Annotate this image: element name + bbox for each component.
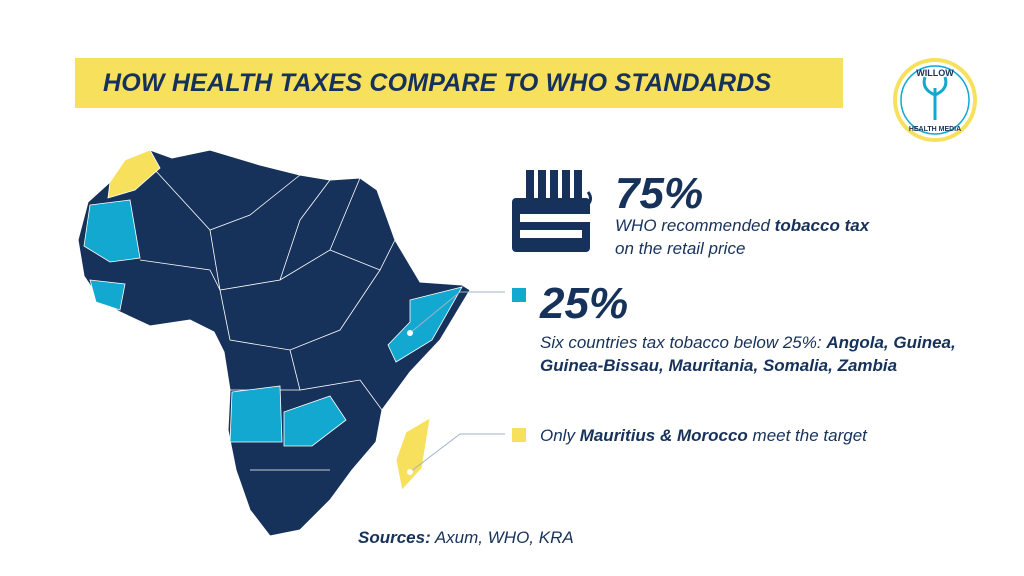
sources: Sources: Axum, WHO, KRA xyxy=(358,526,574,549)
connector xyxy=(409,291,505,334)
legend-swatch xyxy=(512,288,526,302)
connector-dot xyxy=(407,330,413,336)
text-bold: Angola, Guinea, Guinea-Bissau, Mauritani… xyxy=(540,333,956,375)
madagascar xyxy=(395,417,431,491)
text: Six countries tax tobacco below 25%: xyxy=(540,333,827,352)
stat-value: 75% xyxy=(615,169,704,218)
zambia xyxy=(283,395,347,447)
sources-label: Sources: xyxy=(358,528,431,547)
stat-text: Six countries tax tobacco below 25%: Ang… xyxy=(540,331,960,377)
title: HOW HEALTH TAXES COMPARE TO WHO STANDARD… xyxy=(103,69,772,97)
legend-text: Only Mauritius & Morocco meet the target xyxy=(540,424,867,447)
text: Only xyxy=(540,426,580,445)
connector-dot xyxy=(407,469,413,475)
text-bold: tobacco tax xyxy=(774,216,870,235)
africa-map xyxy=(77,149,471,537)
stat-text: WHO recommended tobacco tax on the retail… xyxy=(615,214,935,260)
text: WHO recommended xyxy=(615,216,775,235)
tobacco-icon xyxy=(512,170,593,252)
mauritania xyxy=(83,199,141,263)
morocco xyxy=(107,149,161,199)
logo: WILLOW HEALTH MEDIA xyxy=(893,58,977,142)
text: on the retail price xyxy=(615,239,746,258)
logo-bottom: HEALTH MEDIA xyxy=(909,126,961,133)
text-bold: Mauritius & Morocco xyxy=(579,426,748,445)
angola xyxy=(229,385,283,443)
connector xyxy=(409,433,505,473)
country-borders xyxy=(139,169,396,471)
stat-value: 25% xyxy=(540,279,629,328)
sources-text: Axum, WHO, KRA xyxy=(430,528,574,547)
text: meet the target xyxy=(747,426,867,445)
legend-swatch xyxy=(512,428,526,442)
title-banner xyxy=(75,58,843,108)
guinea xyxy=(89,279,126,311)
logo-top: WILLOW xyxy=(916,68,954,78)
